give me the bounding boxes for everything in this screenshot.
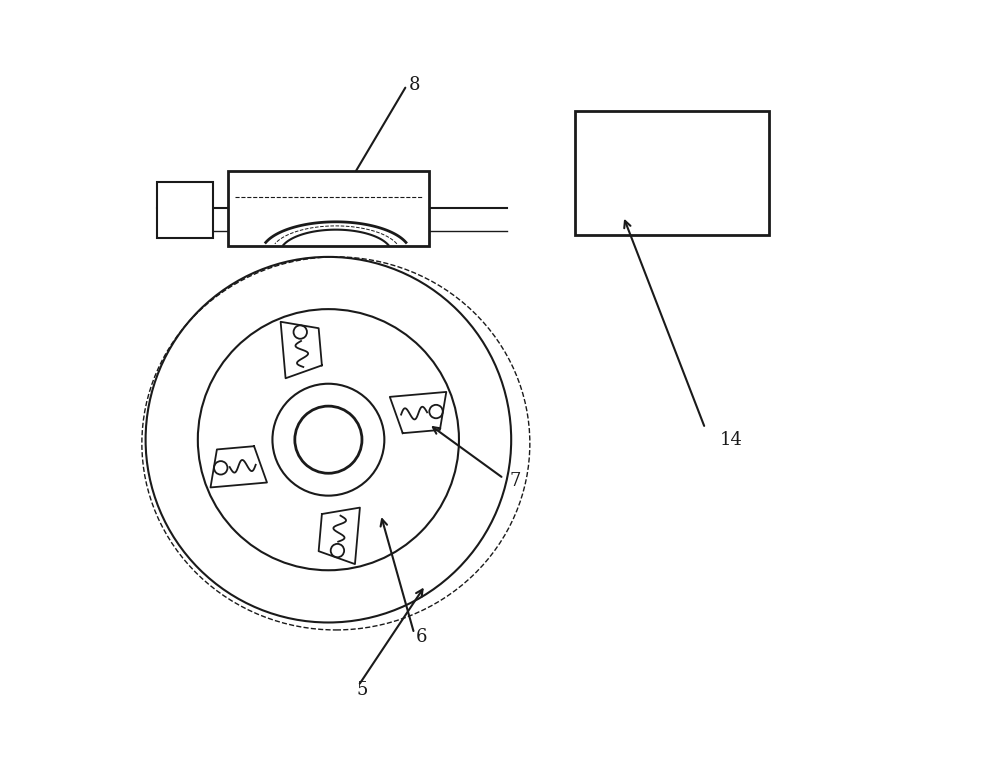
Text: 7: 7 (509, 472, 521, 489)
Bar (157, 182, 213, 238)
Bar (228, 171, 429, 245)
Bar (575, 112, 769, 235)
Text: 5: 5 (356, 681, 368, 698)
Text: 14: 14 (720, 431, 743, 448)
Text: 6: 6 (416, 629, 427, 647)
Text: 8: 8 (408, 76, 420, 94)
